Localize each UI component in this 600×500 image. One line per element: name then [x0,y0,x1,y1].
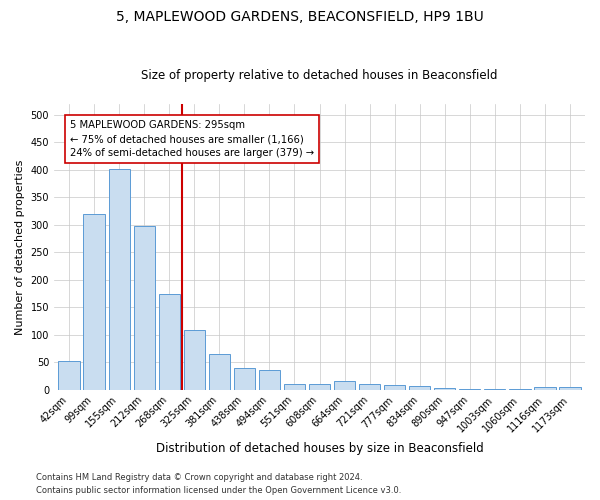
Bar [534,387,556,390]
Bar [259,370,280,390]
Bar [309,384,330,390]
Bar [109,169,130,390]
X-axis label: Distribution of detached houses by size in Beaconsfield: Distribution of detached houses by size … [155,442,484,455]
Text: Contains HM Land Registry data © Crown copyright and database right 2024.
Contai: Contains HM Land Registry data © Crown c… [36,473,401,495]
Bar [209,354,230,390]
Bar [409,386,430,390]
Bar [234,368,255,390]
Bar [459,389,481,390]
Text: 5 MAPLEWOOD GARDENS: 295sqm
← 75% of detached houses are smaller (1,166)
24% of : 5 MAPLEWOOD GARDENS: 295sqm ← 75% of det… [70,120,314,158]
Title: Size of property relative to detached houses in Beaconsfield: Size of property relative to detached ho… [141,69,498,82]
Bar [434,388,455,390]
Y-axis label: Number of detached properties: Number of detached properties [15,159,25,334]
Bar [284,384,305,390]
Bar [559,387,581,390]
Bar [334,382,355,390]
Bar [184,330,205,390]
Bar [509,389,530,390]
Bar [158,294,180,390]
Bar [83,214,105,390]
Bar [384,386,406,390]
Bar [359,384,380,390]
Bar [134,226,155,390]
Bar [484,389,505,390]
Bar [58,361,80,390]
Text: 5, MAPLEWOOD GARDENS, BEACONSFIELD, HP9 1BU: 5, MAPLEWOOD GARDENS, BEACONSFIELD, HP9 … [116,10,484,24]
